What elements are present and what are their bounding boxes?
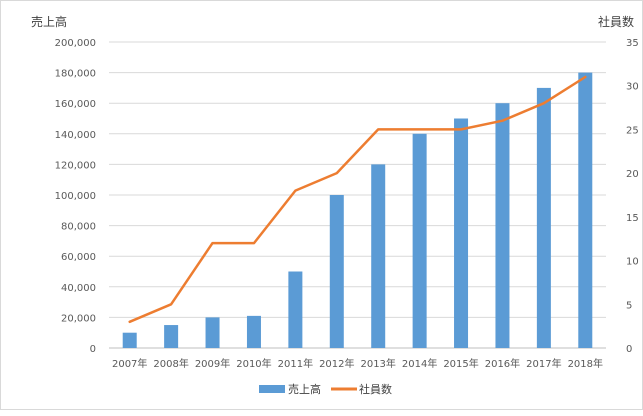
- right-tick-label: 25: [626, 125, 639, 136]
- left-tick-label: 120,000: [55, 160, 96, 171]
- x-tick-label: 2009年: [195, 357, 230, 370]
- left-tick-label: 200,000: [55, 38, 96, 49]
- sales-bar: [247, 316, 261, 348]
- x-tick-label: 2014年: [402, 357, 437, 370]
- x-tick-label: 2017年: [526, 357, 561, 370]
- left-axis-ticks: 0 20,000 40,000 60,000 80,000 100,000 120,000 1…: [55, 38, 96, 355]
- left-axis-title: 売上高: [31, 14, 67, 29]
- left-tick-label: 40,000: [61, 283, 96, 294]
- left-tick-label: 160,000: [55, 99, 96, 110]
- left-tick-label: 180,000: [55, 69, 96, 80]
- x-tick-label: 2012年: [319, 357, 354, 370]
- x-tick-label: 2016年: [485, 357, 520, 370]
- legend-sales-swatch: [259, 385, 285, 393]
- x-tick-label: 2018年: [568, 357, 603, 370]
- x-tick-label: 2010年: [236, 357, 271, 370]
- right-axis-ticks: 0 5 10 15 20 25 30 35: [626, 38, 639, 355]
- sales-bar: [123, 333, 137, 348]
- right-tick-label: 15: [626, 213, 639, 224]
- right-axis-title: 社員数: [598, 14, 634, 29]
- left-tick-label: 100,000: [55, 191, 96, 202]
- x-tick-label: 2007年: [112, 357, 147, 370]
- x-tick-label: 2008年: [153, 357, 188, 370]
- right-tick-label: 35: [626, 38, 639, 49]
- x-axis-ticks: 2007年 2008年 2009年 2010年 2011年 2012年 2013年 2014年…: [112, 357, 603, 370]
- left-tick-label: 60,000: [61, 252, 96, 263]
- sales-bar: [330, 195, 344, 348]
- sales-bar: [537, 88, 551, 348]
- legend-employees-label: 社員数: [359, 382, 392, 396]
- gridlines: [109, 42, 606, 348]
- left-tick-label: 0: [90, 344, 96, 355]
- right-tick-label: 20: [626, 169, 639, 180]
- legend-sales-label: 売上高: [288, 382, 321, 396]
- x-tick-label: 2011年: [278, 357, 313, 370]
- x-tick-label: 2015年: [443, 357, 478, 370]
- sales-bar: [495, 103, 509, 348]
- sales-bar: [454, 119, 468, 349]
- sales-bar: [371, 164, 385, 348]
- right-tick-label: 30: [626, 82, 639, 93]
- legend: 売上高 社員数: [259, 382, 392, 396]
- sales-bar: [288, 272, 302, 349]
- sales-bars: [123, 73, 593, 348]
- left-tick-label: 80,000: [61, 222, 96, 233]
- right-tick-label: 10: [626, 257, 639, 268]
- sales-bar: [206, 317, 220, 348]
- left-tick-label: 20,000: [61, 313, 96, 324]
- sales-bar: [578, 73, 592, 348]
- employees-line: [130, 77, 586, 322]
- employees-series-line: [130, 77, 586, 322]
- right-tick-label: 5: [626, 300, 632, 311]
- sales-bar: [164, 325, 178, 348]
- x-tick-label: 2013年: [360, 357, 395, 370]
- right-tick-label: 0: [626, 344, 632, 355]
- sales-bar: [413, 134, 427, 348]
- left-tick-label: 140,000: [55, 130, 96, 141]
